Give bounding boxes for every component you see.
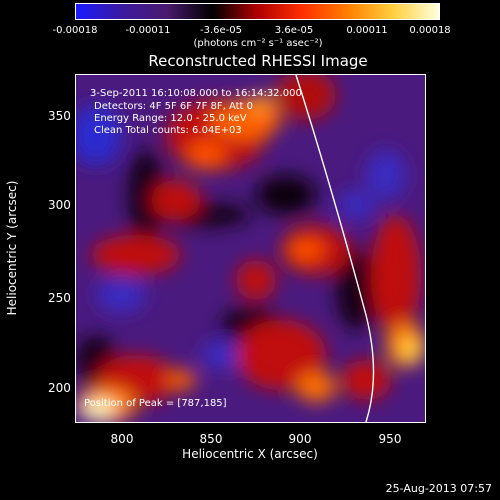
clean-total-counts: Clean Total counts: 6.04E+03 <box>94 125 242 136</box>
y-tick: 200 <box>48 381 71 395</box>
x-tick: 900 <box>288 432 312 446</box>
limb-line <box>295 75 375 422</box>
y-tick: 300 <box>48 198 71 212</box>
colorbar <box>75 3 440 20</box>
colorbar-tick: -0.00011 <box>125 25 171 36</box>
colorbar-unit: (photons cm⁻² s⁻¹ asec⁻²) <box>193 38 323 49</box>
x-tick: 850 <box>199 432 223 446</box>
y-tick: 350 <box>48 109 71 123</box>
colorbar-tick: 3.6e-05 <box>274 25 314 36</box>
x-tick: 950 <box>378 432 402 446</box>
y-tick: 250 <box>48 291 71 305</box>
timestamp: 25-Aug-2013 07:57 <box>385 482 492 495</box>
time-range: 3-Sep-2011 16:10:08.000 to 16:14:32.000 <box>90 88 302 99</box>
energy-range: Energy Range: 12.0 - 25.0 keV <box>94 113 247 124</box>
colorbar-tick: -0.00018 <box>52 25 98 36</box>
detectors: Detectors: 4F 5F 6F 7F 8F, Att 0 <box>94 101 254 112</box>
image-title: Reconstructed RHESSI Image <box>148 52 368 70</box>
y-axis-label: Heliocentric Y (arcsec) <box>5 180 19 316</box>
x-tick: 800 <box>110 432 134 446</box>
flux-map <box>76 75 425 422</box>
colorbar-tick: -3.6e-05 <box>200 25 242 36</box>
colorbar-tick: 0.00018 <box>409 25 451 36</box>
rhessi-image: 3-Sep-2011 16:10:08.000 to 16:14:32.000 … <box>75 74 426 423</box>
peak-position: Position of Peak = [787,185] <box>84 398 227 409</box>
x-axis-label: Heliocentric X (arcsec) <box>182 447 318 461</box>
colorbar-tick: 0.00011 <box>346 25 388 36</box>
